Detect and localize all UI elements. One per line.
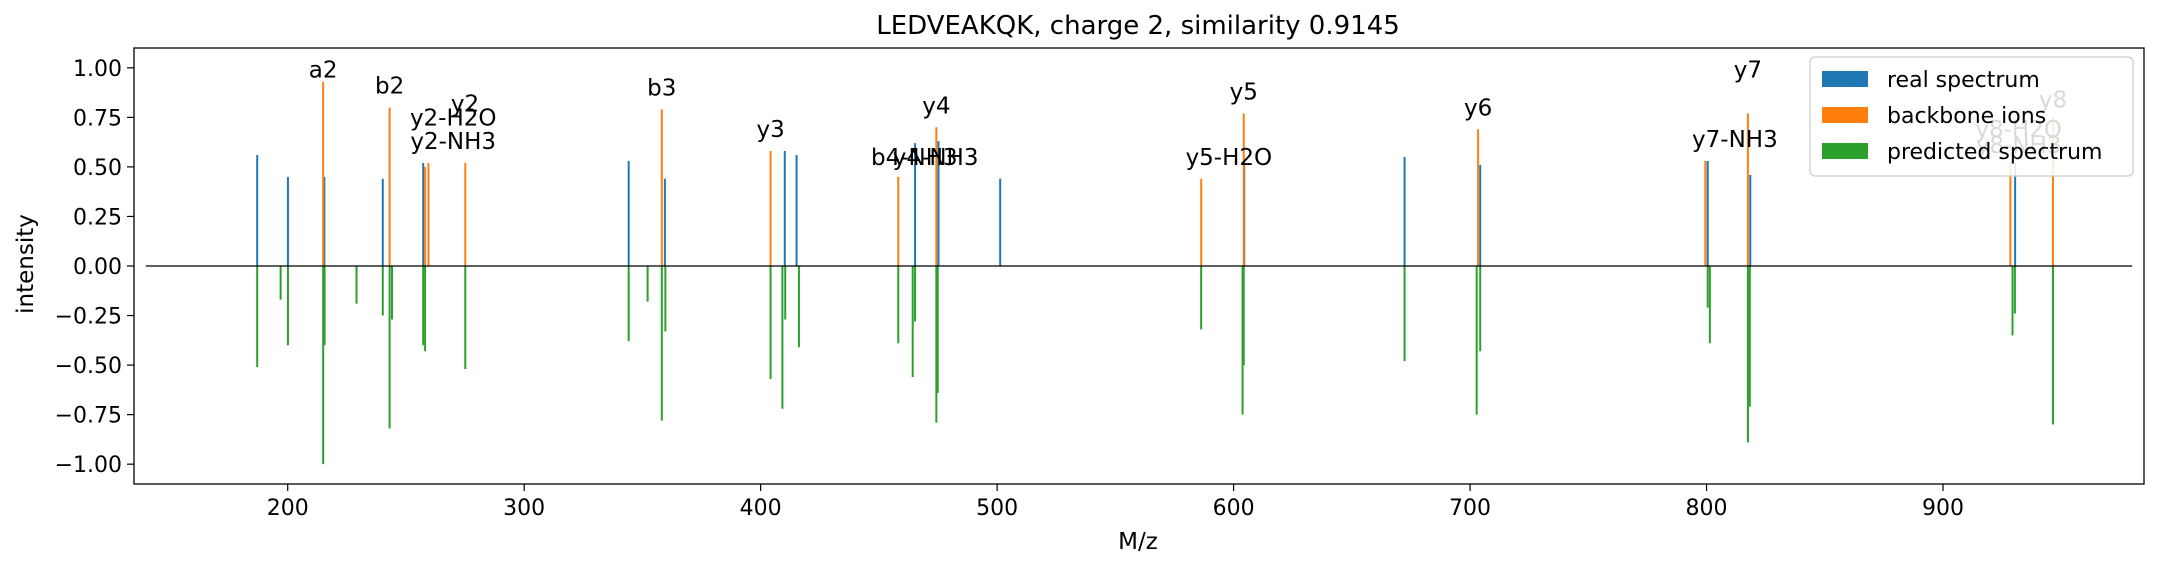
peak-label: b2 [375, 74, 404, 100]
chart-title: LEDVEAKQK, charge 2, similarity 0.9145 [876, 11, 1400, 41]
real-spectrum-series [256, 141, 2017, 266]
predicted-spectrum-series [256, 266, 2054, 465]
peak-label: y5-H2O [1186, 145, 1273, 171]
y-axis-ticks: 1.00 0.75 0.50 0.25 0.00 −0.25 −0.50 −0.75 −1.00 [55, 57, 134, 478]
peak-label: y4 [922, 93, 950, 119]
peak-label: y7 [1734, 58, 1762, 84]
peak-label: y2-NH3 [410, 129, 496, 155]
legend: real spectrum backbone ions predicted spec… [1809, 56, 2134, 177]
y-tick-label: 0.75 [73, 106, 122, 131]
x-axis-ticks: 200 300 400 500 600 700 800 900 [267, 484, 1964, 521]
x-tick-label: 700 [1449, 496, 1491, 521]
peak-label: y3 [756, 117, 784, 143]
x-tick-label: 300 [503, 496, 545, 521]
x-tick-label: 800 [1686, 496, 1728, 521]
legend-label: predicted spectrum [1887, 140, 2102, 165]
y-tick-label: 1.00 [73, 57, 122, 82]
legend-label: backbone ions [1887, 104, 2046, 129]
peak-label: y5 [1230, 80, 1258, 106]
peak-label: y2-H2O [410, 105, 497, 131]
y-tick-label: 0.25 [73, 205, 122, 230]
y-axis-label: intensity [13, 214, 39, 314]
legend-swatch [1822, 107, 1868, 123]
x-tick-label: 200 [267, 496, 309, 521]
x-axis-label: M/z [1118, 529, 1158, 555]
legend-label: real spectrum [1887, 68, 2040, 93]
x-tick-label: 400 [740, 496, 782, 521]
legend-swatch [1822, 71, 1868, 87]
peak-label: b3 [647, 76, 676, 102]
peak-label: y2 [451, 91, 479, 117]
x-tick-label: 500 [976, 496, 1018, 521]
peak-label: y7-NH3 [1692, 127, 1778, 153]
y-tick-label: −0.50 [55, 354, 122, 379]
x-tick-label: 900 [1922, 496, 1964, 521]
peak-label: b4-NH3 [871, 145, 958, 171]
y-tick-label: −1.00 [55, 453, 122, 478]
legend-box [1809, 56, 2134, 177]
legend-swatch [1822, 143, 1868, 159]
y-tick-label: −0.25 [55, 305, 122, 330]
x-tick-label: 600 [1213, 496, 1255, 521]
peak-label: y6 [1464, 95, 1492, 121]
y-tick-label: −0.75 [55, 404, 122, 429]
peak-label: y4-NH3 [893, 145, 979, 171]
y-tick-label: 0.00 [73, 255, 122, 280]
y-tick-label: 0.50 [73, 156, 122, 181]
peak-label: a2 [309, 58, 338, 84]
spectrum-bars [256, 81, 2054, 465]
